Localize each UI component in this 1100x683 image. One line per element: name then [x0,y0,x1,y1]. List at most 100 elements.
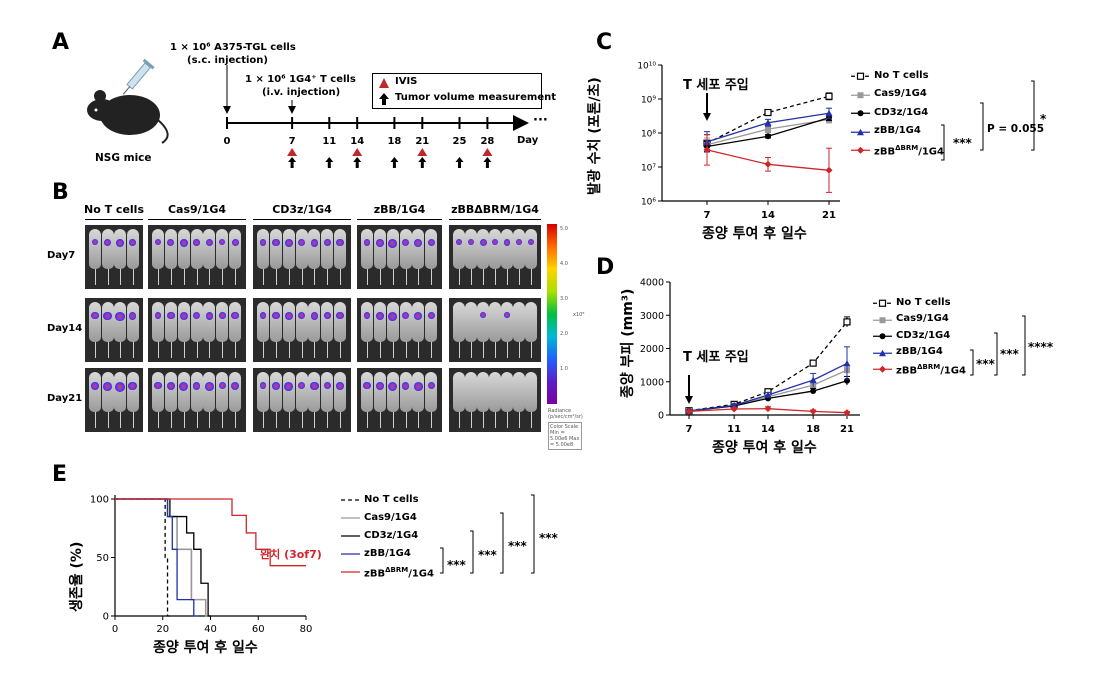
data-point [825,92,833,100]
mouse-silhouette [453,229,465,269]
mouse-tail [405,342,407,358]
mouse-tail [301,412,303,428]
legend-entry: zBBΔBRM/1G4 [872,361,1002,378]
injection1-line2: (s.c. injection) [187,55,268,66]
legend-swatch [851,146,870,154]
mouse-tail [483,342,484,358]
data-point [809,407,817,415]
bioluminescence-signal [467,239,475,246]
bioluminescence-signal [297,382,306,390]
mouse-image-tile [449,368,541,432]
mouse-silhouette [203,229,216,269]
mouse-silhouette [269,302,282,342]
mouse-silhouette [373,229,386,269]
legend-swatch [873,333,892,340]
injection2-line2: (i.v. injection) [262,87,341,98]
y-tick-label: 2000 [640,344,664,355]
data-point [764,108,772,117]
timeline-day-label: 21 [415,136,429,147]
panel-a-label: A [52,30,70,55]
legend-entry: zBB/1G4 [340,545,470,563]
mouse-silhouette [425,302,438,342]
group-underline [253,219,351,220]
mouse-silhouette [295,302,308,342]
mouse-silhouette [513,229,525,269]
legend-entry: Cas9/1G4 [340,509,470,527]
mouse-silhouette [269,229,282,269]
bioluminescence-signal [363,382,371,390]
mouse-tail [288,412,290,428]
mouse-image-tile [85,225,143,289]
mouse-tail [222,412,224,428]
mouse-tail [275,342,277,358]
bioluminescence-signal [310,312,319,320]
legend-entry: zBBΔBRM/1G4 [850,141,980,160]
mouse-silhouette [114,372,126,412]
legend-swatch [341,535,360,537]
mouse-silhouette [465,229,477,269]
bioluminescence-signal [116,239,124,247]
mouse-silhouette [361,229,373,269]
imaging-group-header: zBB/1G4 [373,203,426,216]
bioluminescence-signal [128,312,137,320]
mouse-tail [519,342,520,358]
ivis-marker [352,148,363,156]
timeline-day-label: 11 [322,136,336,147]
colorbar-unit: x10⁸ [573,312,585,318]
mouse-silhouette [308,372,321,412]
mouse-silhouette [89,302,101,342]
data-point [730,401,738,409]
group-underline [449,219,541,220]
mouse-silhouette [525,302,537,342]
panel-c-label: C [596,30,613,55]
mouse-silhouette [373,372,386,412]
series-line [688,321,848,412]
mouse-tail [288,342,290,358]
data-point [730,405,738,413]
legend-entry: No T cells [850,67,980,86]
mouse-silhouette [373,302,386,342]
tumor-measure-arrow [418,157,427,168]
mouse-icon [87,58,169,144]
mouse-silhouette [152,229,164,269]
injection1-line1: 1 × 10⁶ A375-TGL cells [170,42,296,53]
legend-entry: zBB/1G4 [872,345,1002,362]
bioluminescence-signal [427,312,435,319]
legend-marker [879,349,886,356]
mouse-tail [327,342,329,358]
bioluminescence-signal [401,239,410,247]
panel-c-stat-3: * [1040,112,1047,126]
mouse-silhouette [513,302,525,342]
mouse-silhouette [190,229,203,269]
x-tick-label: 20 [156,624,169,635]
mouse-tail [120,412,121,428]
mouse-tail [222,342,224,358]
y-tick-label: 0 [103,612,109,623]
bioluminescence-signal [375,239,384,247]
timeline-day-label: 25 [453,136,467,147]
x-tick-label: 14 [761,424,775,435]
bioluminescence-signal [179,382,189,392]
legend-swatch [873,316,892,323]
mouse-silhouette [177,302,190,342]
data-point [764,391,772,399]
ivis-marker [482,148,493,156]
legend-swatch [851,110,870,117]
bioluminescence-signal [516,239,522,245]
mouse-caption: NSG mice [95,152,152,164]
mouse-tail [379,342,381,358]
legend-label: CD3z/1G4 [364,529,419,541]
tumor-measure-arrow [353,157,362,168]
mouse-silhouette [164,229,177,269]
mouse-tail [107,342,109,358]
mouse-silhouette [295,229,308,269]
mouse-image-tile [148,298,246,362]
data-point [843,409,851,417]
legend-swatch [341,553,360,555]
bioluminescence-signal [298,239,306,246]
bioluminescence-signal [284,382,294,391]
panel-d-ylabel: 종양 부피 (mm³) [620,288,636,398]
mouse-silhouette [477,229,489,269]
x-tick-label: 18 [806,424,820,435]
mouse-tail [459,412,460,428]
